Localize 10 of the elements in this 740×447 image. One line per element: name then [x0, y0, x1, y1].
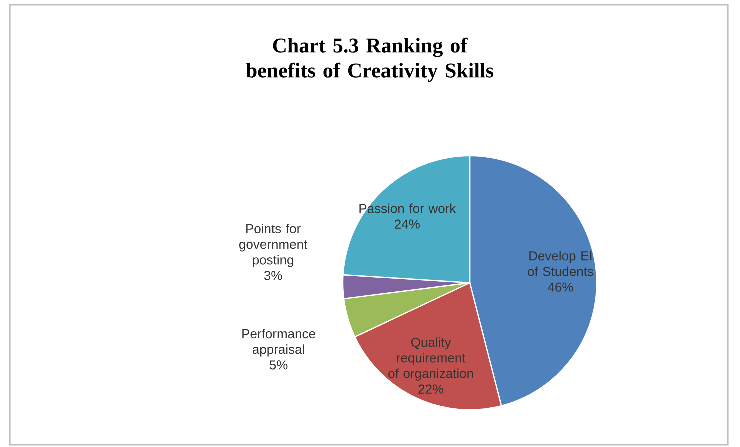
data-label: 5% [270, 360, 288, 370]
slice-label: Performance appraisal [242, 329, 316, 357]
slice-label: Quality requirement of organization [388, 338, 474, 381]
slice-label: Points for government posting [240, 224, 308, 268]
data-label: 22% [418, 384, 444, 394]
data-label: 46% [548, 282, 574, 292]
chart-title: Chart 5.3 Ranking of benefits of Creativity Skills [246, 38, 494, 82]
data-label: 3% [264, 271, 282, 280]
slice-label: Develop EI of Students [528, 251, 594, 276]
data-label: 24% [395, 220, 420, 229]
